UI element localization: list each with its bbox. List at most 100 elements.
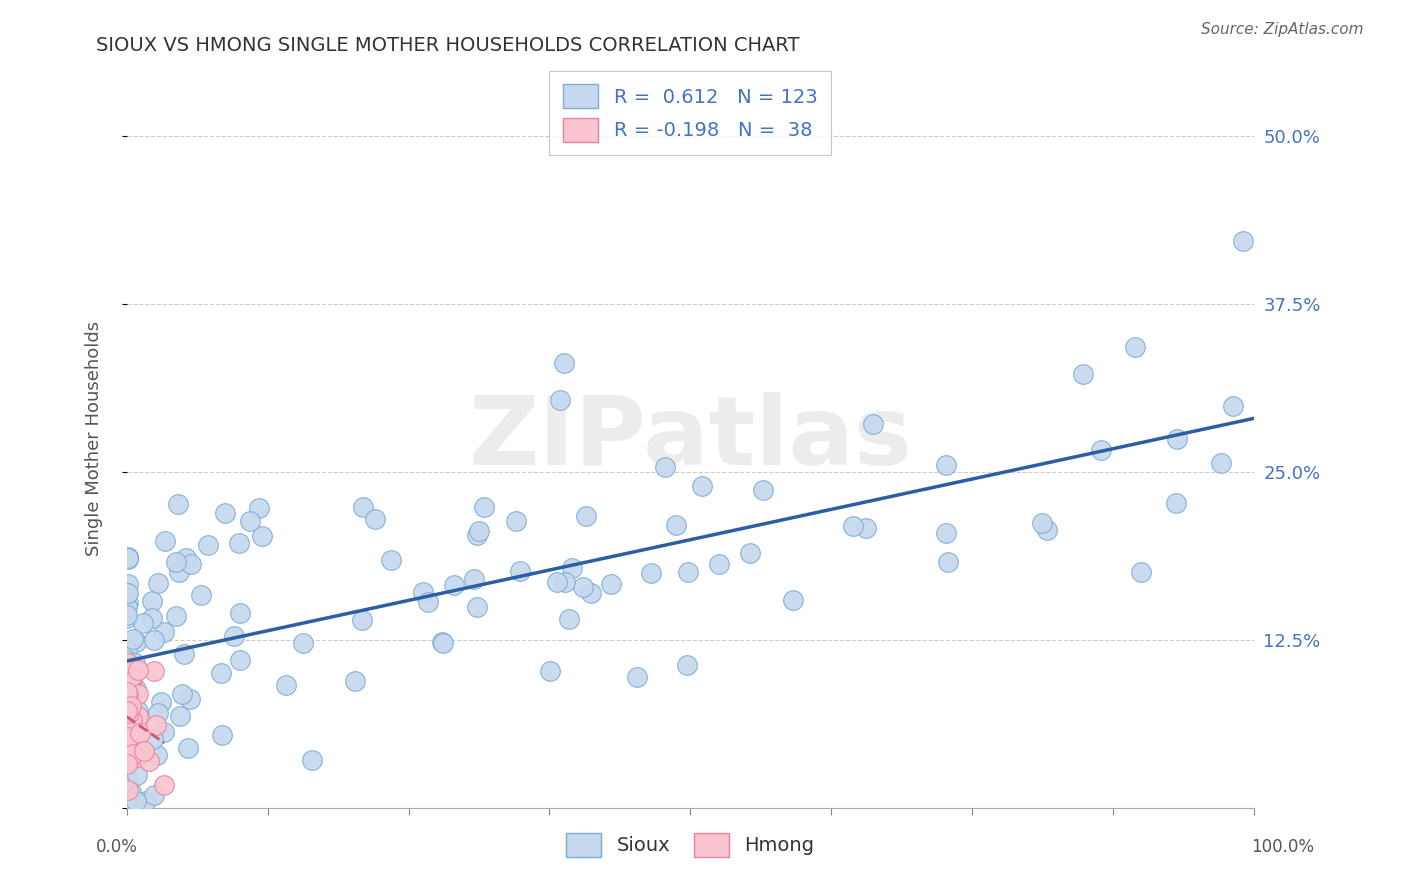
Legend: R =  0.612   N = 123, R = -0.198   N =  38: R = 0.612 N = 123, R = -0.198 N = 38 [550, 70, 831, 155]
Point [211, 728, 233, 742]
Point [676, 658, 699, 673]
Point [127, 687, 149, 701]
Point [292, 635, 315, 649]
Point [118, 716, 141, 731]
Point [579, 586, 602, 600]
Point [179, 692, 201, 706]
Point [118, 690, 141, 705]
Point [177, 741, 200, 756]
Y-axis label: Single Mother Households: Single Mother Households [86, 320, 103, 556]
Text: 0.0%: 0.0% [96, 838, 138, 855]
Point [115, 757, 138, 772]
Point [276, 678, 298, 692]
Point [676, 565, 699, 579]
Point [120, 699, 142, 714]
Point [143, 788, 166, 802]
Point [443, 578, 465, 592]
Text: 100.0%: 100.0% [1251, 838, 1315, 855]
Point [150, 695, 173, 709]
Point [117, 685, 139, 699]
Point [165, 609, 187, 624]
Point [1164, 495, 1187, 509]
Point [121, 669, 143, 683]
Point [117, 783, 139, 797]
Point [120, 730, 142, 744]
Point [115, 644, 138, 658]
Point [125, 794, 148, 808]
Point [782, 592, 804, 607]
Point [1031, 516, 1053, 530]
Point [239, 515, 262, 529]
Point [118, 676, 141, 690]
Point [138, 754, 160, 768]
Point [128, 726, 150, 740]
Point [117, 550, 139, 565]
Point [229, 652, 252, 666]
Point [572, 580, 595, 594]
Point [169, 709, 191, 723]
Point [121, 713, 143, 727]
Point [118, 730, 141, 744]
Point [709, 558, 731, 572]
Point [1071, 367, 1094, 381]
Point [124, 729, 146, 743]
Point [115, 754, 138, 768]
Point [301, 753, 323, 767]
Point [146, 575, 169, 590]
Point [190, 589, 212, 603]
Point [115, 697, 138, 711]
Point [124, 656, 146, 670]
Point [561, 561, 583, 575]
Point [115, 777, 138, 791]
Point [553, 356, 575, 370]
Point [170, 687, 193, 701]
Point [117, 596, 139, 610]
Point [228, 535, 250, 549]
Point [463, 572, 485, 586]
Point [546, 575, 568, 590]
Point [115, 586, 138, 600]
Point [599, 577, 621, 591]
Point [343, 673, 366, 688]
Point [117, 714, 139, 728]
Point [115, 690, 138, 704]
Point [575, 509, 598, 524]
Point [132, 615, 155, 630]
Point [209, 666, 232, 681]
Point [197, 538, 219, 552]
Point [352, 500, 374, 514]
Point [117, 689, 139, 703]
Point [862, 417, 884, 431]
Point [538, 664, 561, 678]
Point [122, 632, 145, 647]
Point [738, 546, 761, 560]
Point [554, 574, 576, 589]
Point [115, 653, 138, 667]
Point [173, 647, 195, 661]
Point [117, 550, 139, 565]
Point [127, 768, 149, 782]
Point [412, 585, 434, 599]
Point [127, 663, 149, 677]
Point [472, 500, 495, 514]
Point [115, 794, 138, 808]
Point [146, 747, 169, 762]
Point [165, 555, 187, 569]
Point [842, 518, 865, 533]
Point [117, 586, 139, 600]
Point [558, 612, 581, 626]
Point [117, 743, 139, 757]
Point [127, 709, 149, 723]
Text: ZIPatlas: ZIPatlas [468, 392, 912, 484]
Text: Source: ZipAtlas.com: Source: ZipAtlas.com [1201, 22, 1364, 37]
Point [152, 625, 174, 640]
Point [125, 681, 148, 696]
Point [121, 747, 143, 761]
Point [132, 744, 155, 758]
Point [117, 552, 139, 566]
Point [938, 556, 960, 570]
Point [250, 529, 273, 543]
Point [548, 393, 571, 408]
Point [145, 718, 167, 732]
Point [935, 526, 957, 541]
